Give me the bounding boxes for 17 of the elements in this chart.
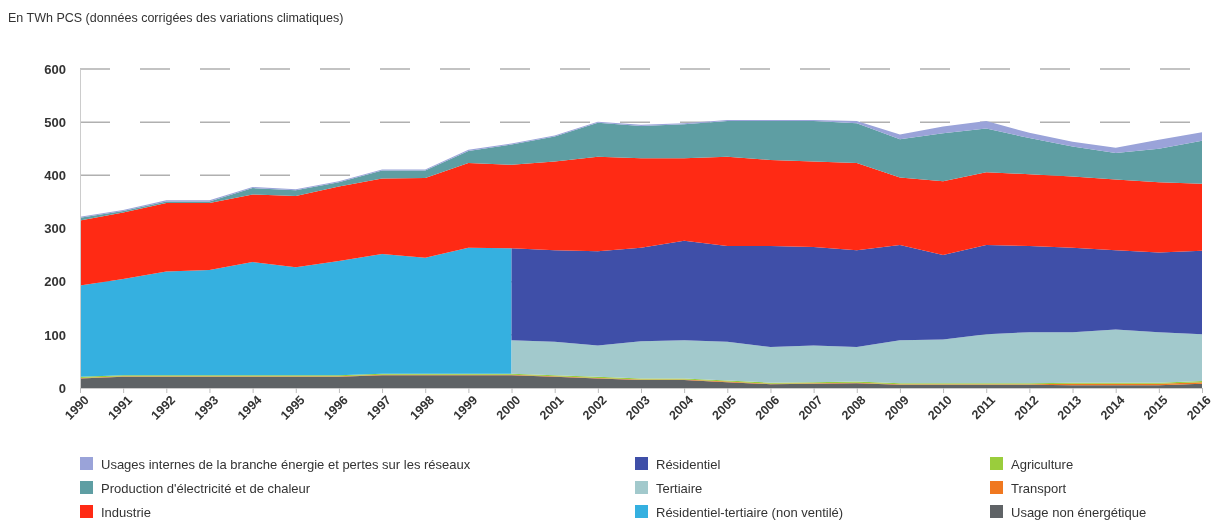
legend-label: Usages internes de la branche énergie et pertes sur les réseaux — [101, 457, 471, 472]
legend-label: Résidentiel — [656, 457, 721, 472]
y-tick-label: 300 — [44, 221, 66, 237]
y-tick-label: 100 — [44, 327, 66, 343]
legend-label: Usage non énergétique — [1011, 505, 1147, 520]
legend-label: Production d'électricité et de chaleur — [101, 481, 311, 496]
legend-label: Agriculture — [1011, 457, 1074, 472]
y-tick-label: 200 — [44, 274, 66, 290]
legend-label: Transport — [1011, 481, 1067, 496]
y-tick-label: 500 — [44, 114, 66, 130]
y-tick-label: 400 — [44, 167, 66, 183]
legend-label: Tertiaire — [656, 481, 703, 496]
legend-label: Industrie — [101, 505, 151, 520]
y-tick-label: 0 — [58, 380, 66, 396]
legend-label: Résidentiel-tertiaire (non ventilé) — [656, 505, 844, 520]
chart-title: En TWh PCS (données corrigées des variations climatiques) — [8, 11, 344, 25]
y-tick-label: 600 — [44, 61, 66, 77]
